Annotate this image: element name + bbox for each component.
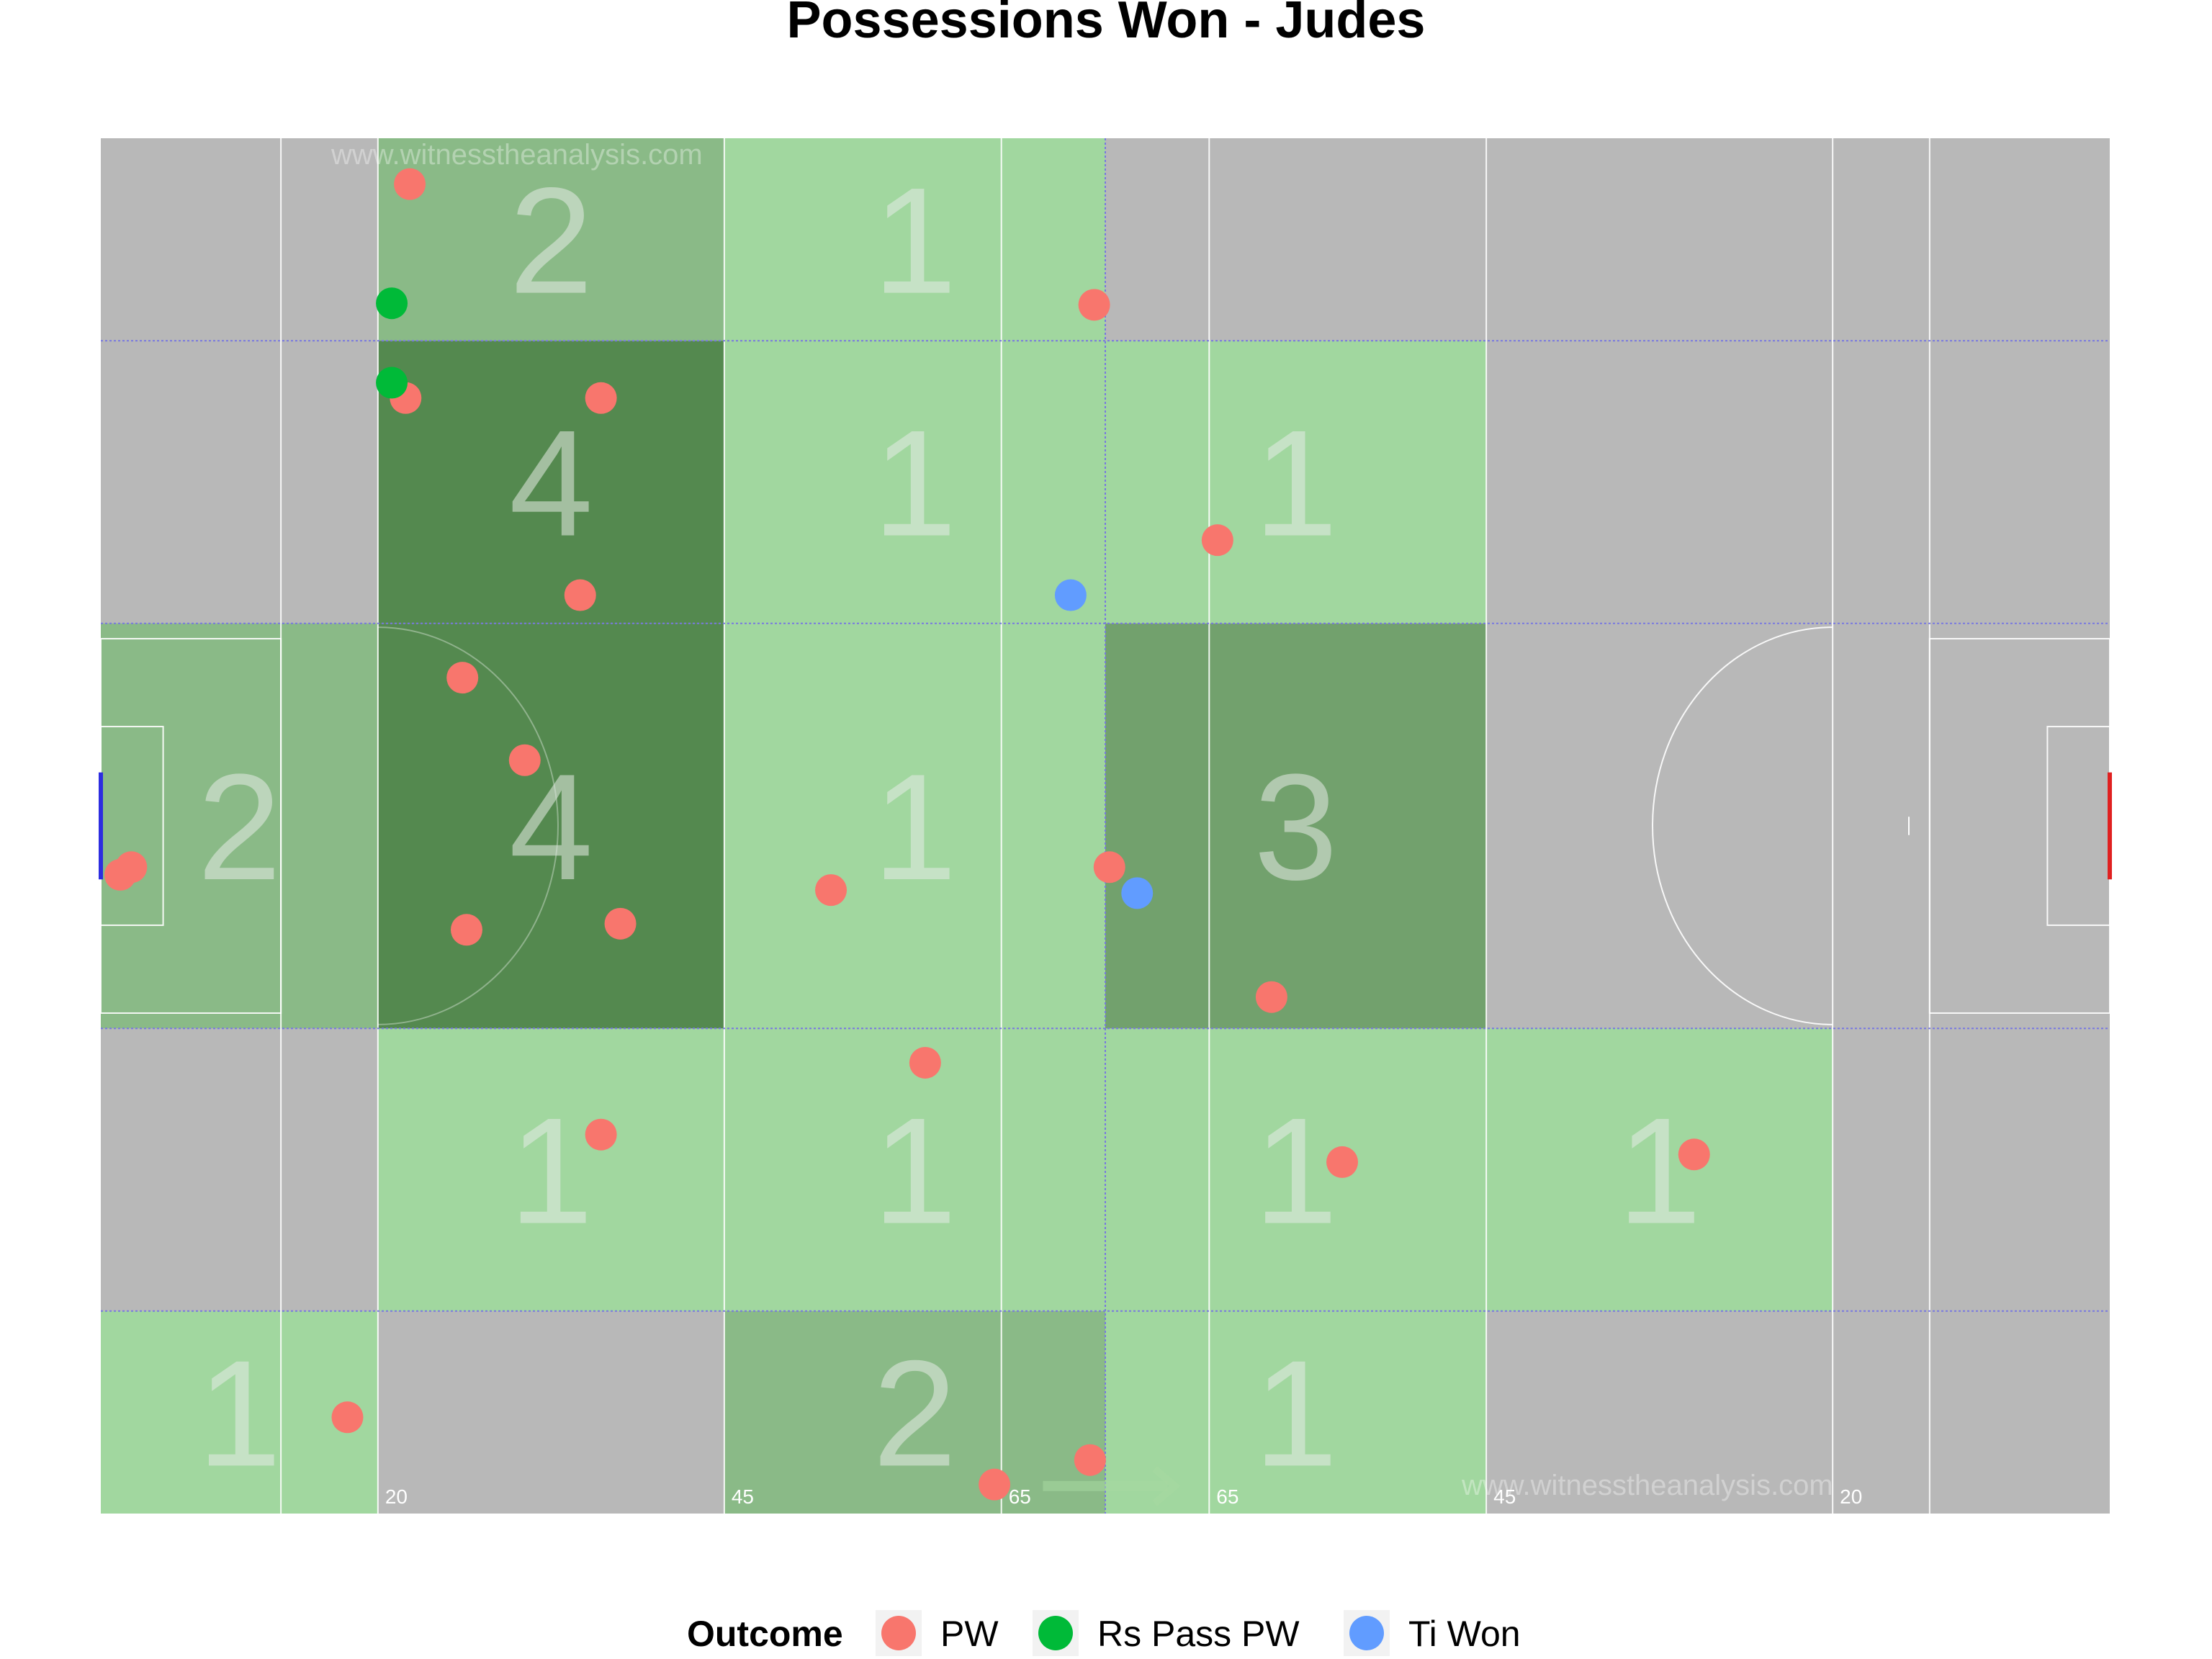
- zone-11: [377, 341, 724, 624]
- zone-10: [1105, 623, 1487, 1029]
- point-pw-6: [446, 662, 479, 694]
- point-pw-7: [508, 744, 541, 776]
- legend-key-pw: [881, 1616, 916, 1650]
- zone-count-13: 1: [1254, 399, 1338, 568]
- point-ti-won-1: [1121, 877, 1154, 909]
- legend-key-rs-pass-pw: [1038, 1616, 1073, 1650]
- right-arc: [1652, 626, 1833, 1025]
- zone-12: [724, 341, 1105, 624]
- data-points: [104, 168, 1710, 1501]
- distance-label-3: 65: [1216, 1485, 1238, 1508]
- zone-9: [724, 623, 1105, 1029]
- point-pw-1: [1078, 289, 1110, 321]
- watermarks: www.witnesstheanalysis.com www.witnessth…: [331, 139, 1833, 1501]
- point-pw-11: [815, 874, 848, 907]
- point-pw-17: [1326, 1146, 1359, 1178]
- zone-4: [724, 1028, 1105, 1311]
- legend-key-ti-won: [1349, 1616, 1384, 1650]
- distance-label-5: 20: [1840, 1485, 1862, 1508]
- zone-count-3: 1: [509, 1087, 593, 1256]
- zone-3: [377, 1028, 724, 1311]
- distance-label-1: 45: [732, 1485, 754, 1508]
- point-pw-5: [1201, 524, 1233, 557]
- point-pw-10: [115, 851, 148, 884]
- legend-label-rs-pass-pw: Rs Pass PW: [1097, 1614, 1300, 1654]
- zone-count-14: 2: [509, 156, 593, 325]
- point-ti-won-0: [1054, 579, 1087, 611]
- zone-count-15: 1: [873, 156, 957, 325]
- point-pw-12: [450, 914, 482, 946]
- point-pw-18: [1678, 1138, 1710, 1171]
- point-pw-20: [979, 1468, 1011, 1501]
- zone-count-12: 1: [873, 399, 957, 568]
- zone-grid: [101, 138, 1833, 1514]
- zone-count-5: 1: [1254, 1087, 1338, 1256]
- point-pw-21: [1074, 1444, 1106, 1476]
- zone-1: [724, 1310, 1105, 1514]
- point-pw-4: [564, 579, 596, 611]
- point-pw-3: [585, 382, 617, 414]
- legend-label-ti-won: Ti Won: [1408, 1614, 1521, 1654]
- zone-count-1: 2: [873, 1328, 957, 1498]
- pitch-lines: 1 2 11 1 1 12 4 1 34 1 12 1: [99, 138, 2112, 1514]
- zone-6: [1486, 1028, 1833, 1311]
- distance-label-4: 45: [1493, 1485, 1516, 1508]
- zone-7: [101, 623, 378, 1029]
- legend: Outcome PW Rs Pass PW Ti Won: [687, 1610, 1521, 1656]
- zone-count-9: 1: [873, 742, 957, 912]
- direction-arrow-head: [1152, 1466, 1181, 1506]
- zone-count-7: 2: [197, 742, 282, 912]
- point-pw-8: [1093, 851, 1125, 884]
- point-pw-0: [394, 168, 426, 200]
- zone-count-11: 4: [509, 399, 593, 568]
- zone-8: [377, 623, 724, 1029]
- watermark-bottom: www.witnesstheanalysis.com: [1461, 1470, 1833, 1501]
- left-goal: [99, 772, 103, 880]
- right-goal: [2108, 772, 2112, 880]
- point-pw-13: [604, 907, 637, 940]
- legend-title: Outcome: [687, 1614, 843, 1654]
- zone-14: [377, 138, 724, 341]
- zone-count-2: 1: [1254, 1328, 1338, 1498]
- zone-5: [1105, 1028, 1487, 1311]
- legend-label-pw: PW: [940, 1614, 999, 1654]
- legend-items: PW Rs Pass PW Ti Won: [876, 1610, 1521, 1656]
- zone-0: [101, 1310, 378, 1514]
- point-pw-15: [909, 1046, 941, 1079]
- point-pw-16: [585, 1118, 617, 1151]
- zone-13: [1105, 341, 1487, 624]
- zone-count-4: 1: [873, 1087, 957, 1256]
- point-rs-pass-pw-0: [376, 287, 408, 320]
- left-arc: [377, 626, 559, 1025]
- zone-15: [724, 138, 1105, 341]
- distance-label-0: 20: [385, 1485, 408, 1508]
- point-rs-pass-pw-1: [376, 367, 408, 399]
- point-pw-14: [1255, 981, 1287, 1013]
- point-pw-19: [331, 1401, 364, 1434]
- distance-markers: 20 45 65 65 45 20: [385, 1466, 1862, 1508]
- zone-count-6: 1: [1617, 1087, 1701, 1256]
- zone-count-0: 1: [197, 1328, 282, 1498]
- distance-label-2: 65: [1009, 1485, 1031, 1508]
- chart-title: Possessions Won - Judes: [787, 0, 1426, 49]
- zone-count-10: 3: [1254, 742, 1338, 912]
- watermark-top: www.witnesstheanalysis.com: [331, 139, 703, 171]
